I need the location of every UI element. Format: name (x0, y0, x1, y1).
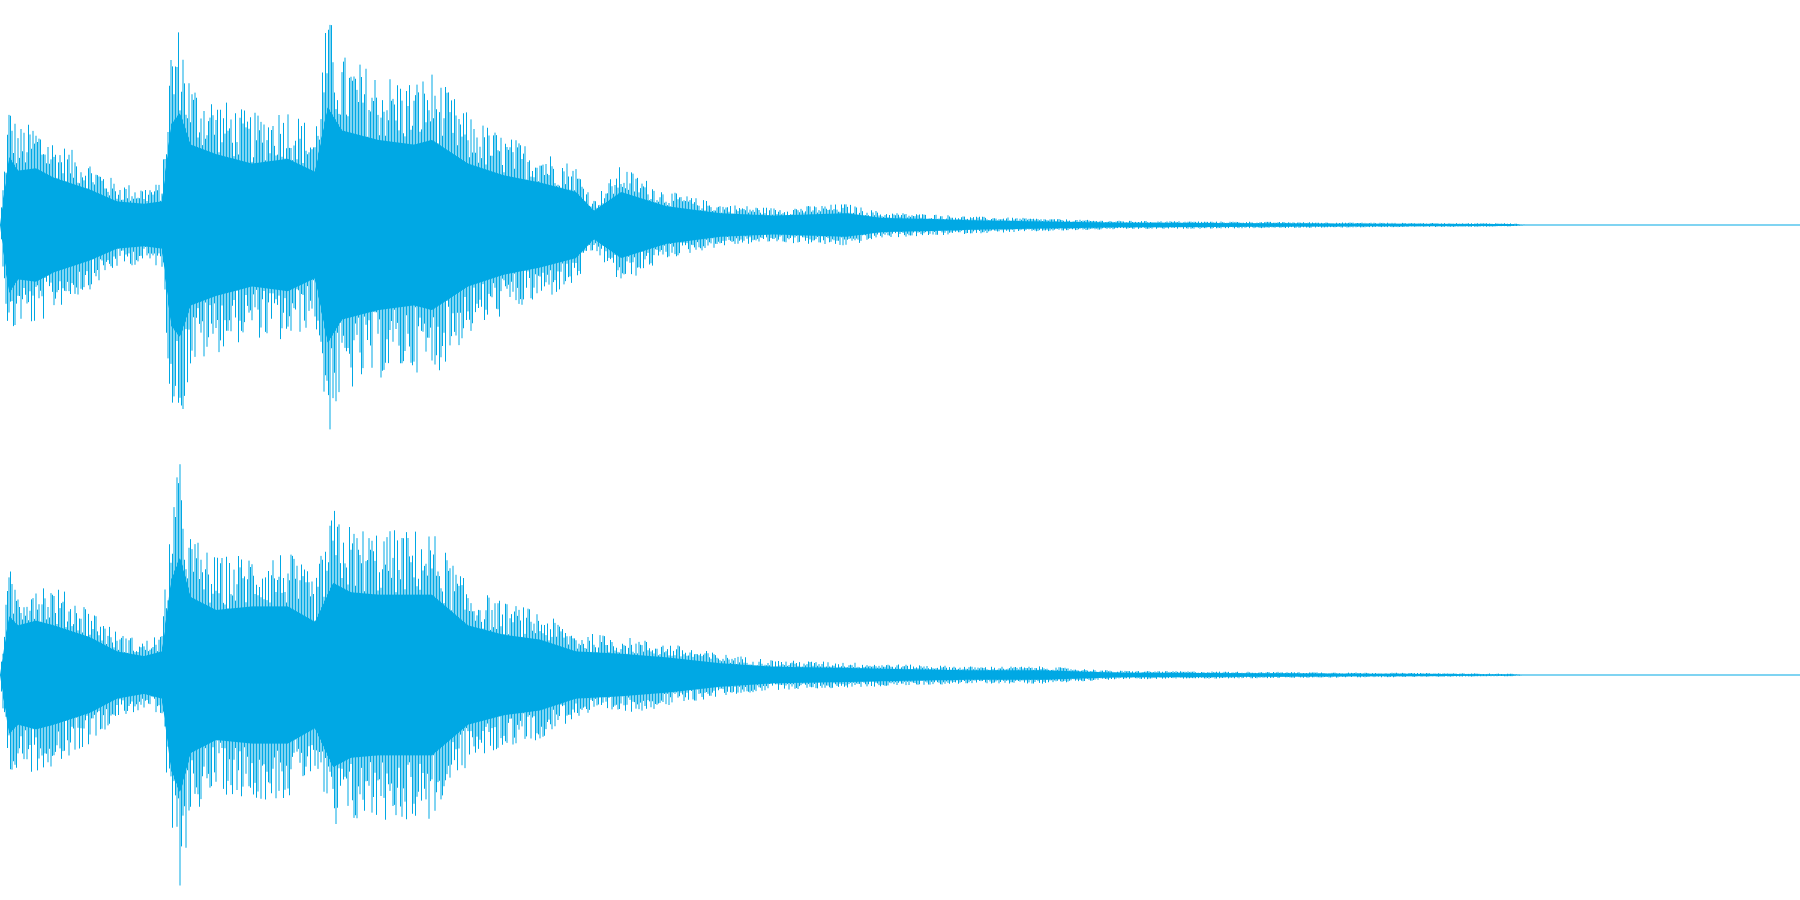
waveform-right-svg (0, 464, 1800, 886)
waveform-channel-right (0, 450, 1800, 900)
waveform-channel-left (0, 24, 1800, 430)
waveform-peaks (1, 464, 1529, 886)
waveform-left-svg (0, 24, 1800, 430)
waveform-peaks (1, 24, 1529, 430)
